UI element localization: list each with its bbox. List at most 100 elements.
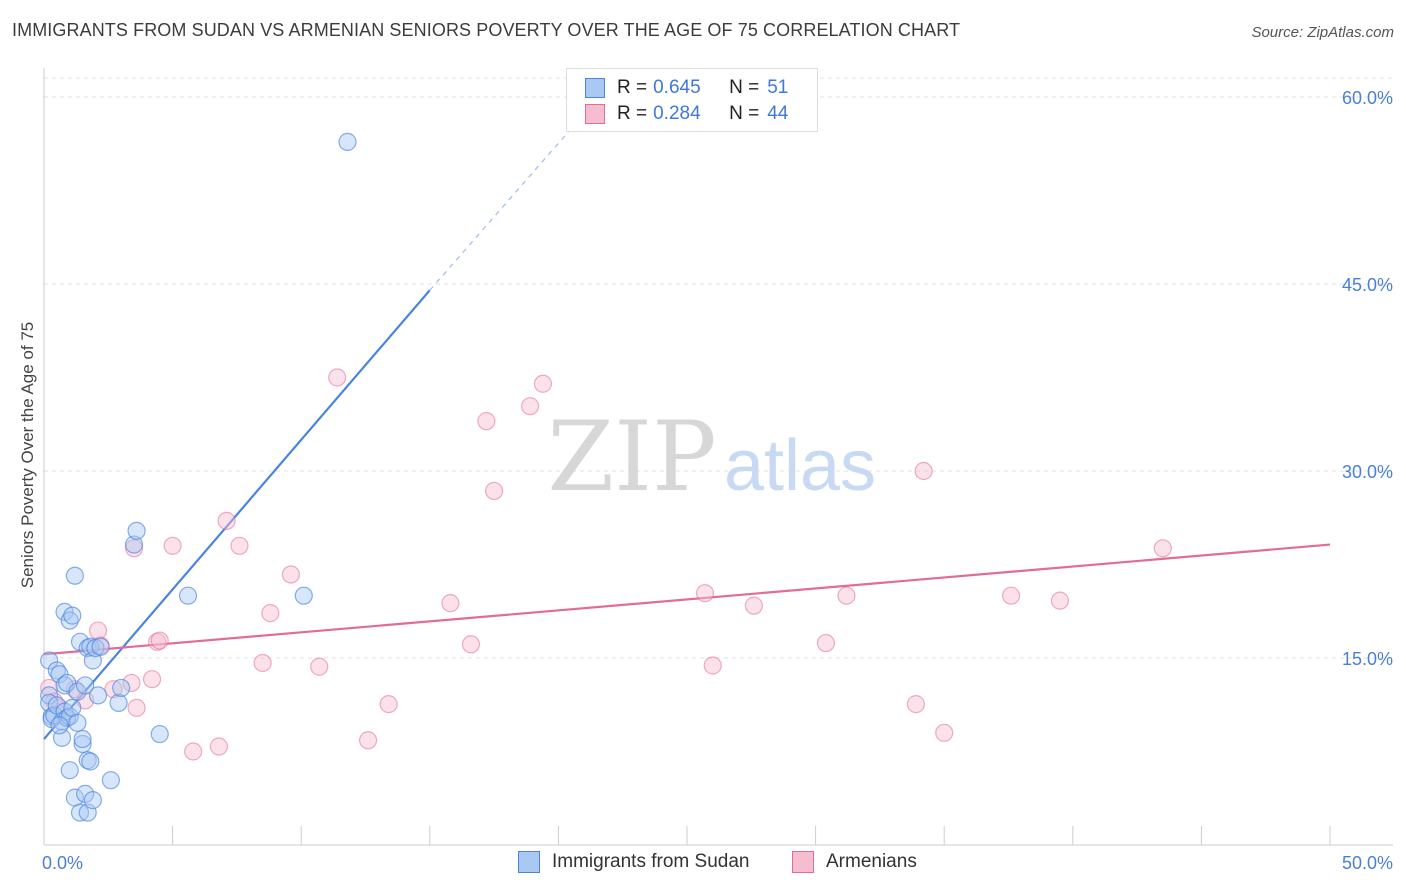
data-point-armenians [906,695,926,714]
trend-lines [43,84,1331,740]
data-point-armenians [88,621,108,640]
data-point-armenians [533,374,553,393]
data-point-armenians [261,604,280,623]
bottom-legend-swatch-armenians [792,851,814,873]
data-point-armenians [837,586,856,605]
data-point-armenians [358,731,378,750]
data-point-armenians [104,680,123,699]
bottom-legend-armenians[interactable]: Armenians [792,851,917,873]
data-point-armenians [744,596,763,615]
y-tick-label: 45.0% [1342,275,1393,295]
data-point-sudan [73,729,92,749]
data-point-sudan [40,651,59,670]
data-point-armenians [935,723,954,742]
data-point-armenians [281,565,301,584]
trend-line-armenians [43,543,1331,656]
legend-r-label: R = [617,77,648,98]
data-point-sudan [63,606,82,625]
data-point-armenians [142,670,162,689]
data-point-sudan [294,586,313,605]
data-point-armenians [441,594,460,613]
y-tick-label: 15.0% [1342,649,1393,669]
data-points [40,132,1172,822]
data-point-armenians [217,511,236,530]
data-point-sudan [88,686,108,705]
data-point-sudan [109,693,128,712]
data-point-sudan [73,734,92,754]
data-point-sudan [76,676,95,695]
data-point-sudan [91,637,110,656]
watermark-atlas: atlas [724,426,876,506]
data-point-sudan [60,761,79,780]
chart-source: Source: ZipAtlas.com [1251,24,1394,41]
data-point-sudan [178,586,198,605]
x-tick-label: 50.0% [1342,853,1393,873]
grid-lines [44,77,1393,659]
data-point-armenians [230,536,249,555]
data-point-sudan [68,713,87,732]
data-point-armenians [703,656,722,675]
data-point-sudan [81,752,100,771]
data-point-armenians [521,397,540,416]
data-point-armenians [379,695,398,714]
data-point-armenians [1050,591,1070,610]
data-point-armenians [485,481,504,501]
y-tick-label: 30.0% [1342,462,1393,482]
data-point-armenians [150,631,169,650]
data-point-armenians [122,673,141,693]
data-point-armenians [1001,586,1021,605]
legend-n-value: 51 [767,77,789,98]
data-point-armenians [816,633,835,653]
legend-r-label: R = [617,103,648,124]
bottom-legend-label-armenians: Armenians [826,851,917,872]
legend-swatch-armenians [585,104,605,124]
data-point-armenians [1153,539,1172,558]
data-point-sudan [83,791,102,810]
legend-row-sudan: R = 0.645 N = 51 [585,75,788,101]
data-point-sudan [127,521,146,540]
data-point-sudan [50,716,69,735]
watermark: ZIP atlas [547,401,876,513]
data-point-armenians [184,742,203,761]
data-point-armenians [163,536,182,555]
tick-labels: 15.0% 30.0% 45.0% 60.0% 0.0% 50.0% [42,88,1393,873]
chart-title: IMMIGRANTS FROM SUDAN VS ARMENIAN SENIOR… [12,20,961,40]
data-point-sudan [112,678,131,698]
data-point-armenians [477,412,496,431]
bottom-legend-sudan[interactable]: Immigrants from Sudan [518,851,749,873]
data-point-sudan [150,724,169,744]
data-point-sudan [65,566,84,585]
legend-r-value: 0.284 [653,103,701,124]
legend-row-armenians: R = 0.284 N = 44 [585,101,788,127]
y-tick-label: 60.0% [1342,88,1393,108]
watermark-zip: ZIP [547,401,716,513]
x-tick-label: 0.0% [42,853,83,873]
stats-legend: R = 0.645 N = 51 R = 0.284 N = 44 [566,68,818,132]
data-point-armenians [695,584,715,603]
legend-n-label: N = [729,103,760,124]
y-axis-label: Seniors Poverty Over the Age of 75 [18,322,37,588]
data-point-sudan [40,686,59,705]
data-point-armenians [40,678,59,698]
trend-line-sudan [43,289,431,740]
legend-n-value: 44 [767,103,789,124]
bottom-legend-label-sudan: Immigrants from Sudan [552,851,750,872]
data-point-sudan [70,803,90,822]
data-point-armenians [914,461,933,481]
data-point-armenians [127,698,146,717]
data-point-armenians [209,737,228,756]
data-point-sudan [124,535,144,554]
legend-n-label: N = [729,77,760,98]
legend-r-value: 0.645 [653,77,701,98]
data-point-armenians [461,635,481,654]
data-point-armenians [253,653,272,673]
data-point-armenians [328,368,347,387]
data-point-sudan [338,132,357,151]
data-point-sudan [101,771,120,790]
legend-swatch-sudan [585,78,605,98]
axes [43,68,1393,846]
bottom-legend-swatch-sudan [518,851,540,873]
data-point-armenians [310,657,329,676]
data-point-sudan [60,611,79,630]
